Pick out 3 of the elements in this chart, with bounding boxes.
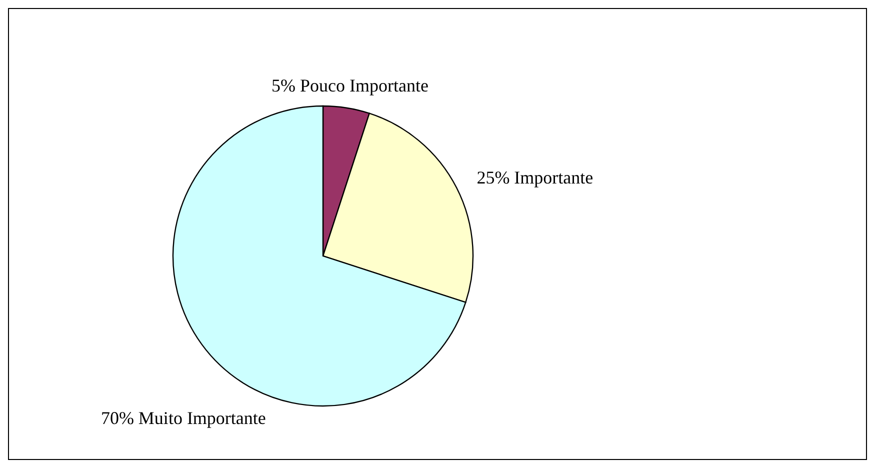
slice-label: 70% Muito Importante [100,408,266,428]
slice-label: 5% Pouco Importante [272,76,428,96]
slice-label: 25% Importante [476,168,594,188]
